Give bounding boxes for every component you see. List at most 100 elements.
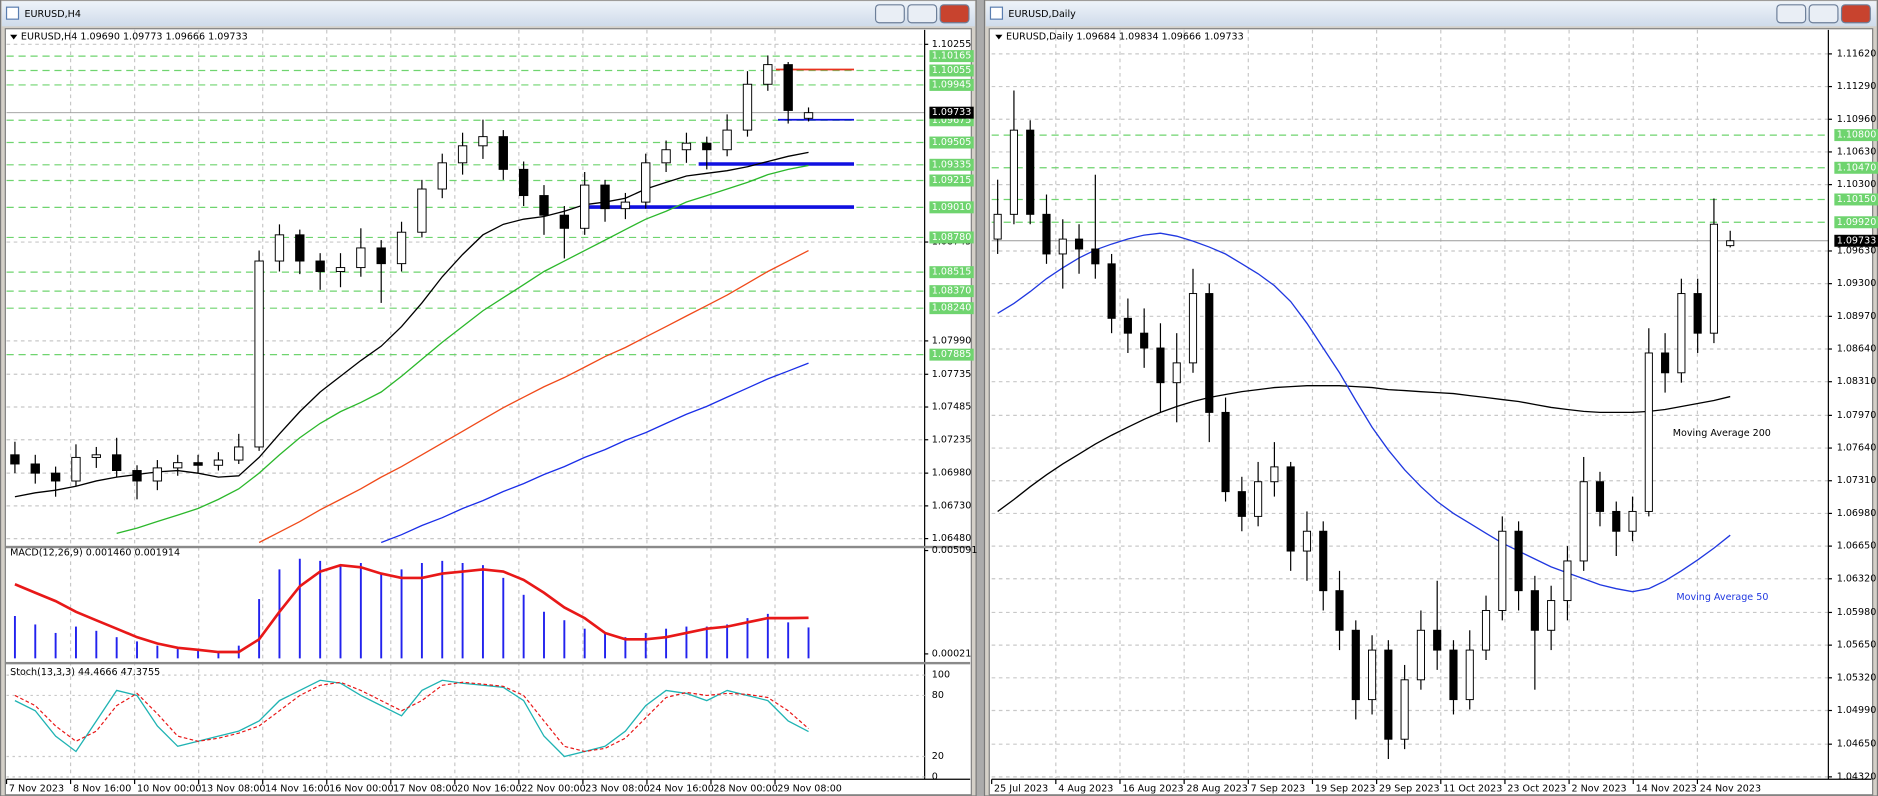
candle-body	[1074, 238, 1084, 250]
candle-body	[376, 247, 386, 265]
candle-body	[1123, 317, 1132, 334]
y-tick-label: 1.11620	[1837, 48, 1877, 59]
candle-body	[993, 213, 1002, 240]
candle-body	[254, 260, 264, 448]
candle-body	[1205, 293, 1214, 413]
window-title: EURUSD,Daily	[1008, 9, 1076, 20]
candle-body	[1465, 649, 1474, 701]
level-label-bg	[929, 348, 974, 361]
candle-body	[91, 454, 101, 458]
candle-body	[50, 472, 61, 482]
level-label-bg	[929, 285, 974, 298]
chart-header: EURUSD,H4 1.09690 1.09773 1.09666 1.0973…	[21, 32, 248, 43]
candle-body	[1254, 481, 1263, 517]
level-label: 1.08240	[932, 303, 972, 314]
candle-body	[1368, 649, 1377, 701]
candle-body	[1270, 466, 1279, 483]
minimize-button[interactable]	[1776, 4, 1807, 24]
candle-body	[742, 83, 753, 131]
candle-body	[1644, 352, 1653, 512]
x-tick-label: 25 Jul 2023	[994, 783, 1048, 794]
window-icon	[989, 6, 1004, 20]
level-label: 1.10470	[1837, 162, 1877, 173]
y-tick-label: 1.11290	[1837, 81, 1877, 92]
stoch-label: Stoch(13,3,3) 44.4666 47.3755	[10, 667, 160, 678]
level-label-bg	[929, 266, 974, 279]
macd-signal	[14, 563, 809, 654]
y-tick-label: 1.10630	[1837, 146, 1877, 157]
level-label-bg	[929, 136, 974, 149]
candle-body	[1449, 649, 1458, 701]
x-tick-label: 10 Nov 00:00	[137, 783, 201, 794]
candle-body	[722, 129, 732, 151]
y-tick-label: 0.00021	[932, 648, 972, 659]
candle-body	[132, 470, 142, 482]
close-button[interactable]	[1840, 4, 1871, 24]
y-tick-label: 1.07640	[1837, 443, 1877, 454]
candle-body	[1400, 679, 1409, 740]
candle-body	[681, 142, 692, 151]
x-tick-label: 17 Nov 08:00	[393, 783, 457, 794]
y-tick-label: 1.07485	[932, 402, 972, 413]
level-label-bg	[1834, 193, 1878, 206]
moving-average	[380, 362, 809, 544]
level-label-bg	[929, 174, 974, 187]
level-label: 1.08515	[932, 267, 972, 278]
current-price-bg	[929, 106, 974, 119]
candle-body	[295, 234, 305, 262]
restore-button[interactable]	[907, 4, 938, 24]
candle-body	[1009, 129, 1019, 215]
y-tick-label: 1.06480	[932, 533, 972, 544]
x-tick-label: 29 Nov 08:00	[777, 783, 841, 794]
candle-body	[1107, 263, 1116, 319]
candle-body	[1433, 629, 1442, 651]
level-label-bg	[929, 78, 974, 91]
x-tick-label: 4 Aug 2023	[1058, 783, 1113, 794]
stoch-main	[14, 679, 809, 758]
level-label: 1.08370	[932, 286, 972, 297]
chart-area	[988, 28, 1874, 796]
candle-body	[213, 459, 224, 466]
level-label-bg	[929, 302, 974, 315]
candle-body	[1140, 332, 1149, 349]
y-tick-label: 1.06650	[1837, 541, 1877, 552]
candle-body	[661, 149, 671, 164]
x-tick-label: 28 Aug 2023	[1187, 783, 1248, 794]
candle-body	[1579, 481, 1588, 562]
candle-body	[518, 168, 529, 197]
y-tick-label: 1.04990	[1837, 705, 1877, 716]
y-tick-label: 1.07310	[1837, 475, 1877, 486]
minimize-button[interactable]	[874, 4, 905, 24]
candle-body	[30, 463, 40, 474]
candle-body	[580, 184, 590, 229]
y-tick-label: 100	[932, 670, 950, 681]
y-tick-label: 1.05320	[1837, 672, 1877, 683]
current-price-bg	[1834, 234, 1878, 247]
level-label: 1.09505	[932, 137, 972, 148]
moving-average	[997, 232, 1731, 593]
candle-body	[1384, 649, 1393, 740]
candle-body	[1237, 491, 1246, 517]
close-button[interactable]	[939, 4, 970, 24]
candle-body	[457, 145, 468, 164]
moving-average	[258, 249, 809, 544]
y-tick-label: 0	[932, 771, 938, 782]
x-tick-label: 20 Nov 16:00	[457, 783, 521, 794]
current-price-label: 1.09733	[1837, 235, 1877, 246]
ma-annotation: Moving Average 200	[1673, 428, 1771, 439]
candle-body	[783, 64, 793, 111]
candle-body	[1726, 240, 1735, 247]
candle-body	[803, 112, 814, 119]
level-label: 1.08780	[932, 232, 972, 243]
level-label: 1.07885	[932, 349, 972, 360]
x-tick-label: 8 Nov 16:00	[73, 783, 131, 794]
y-tick-label: 1.05980	[1837, 607, 1877, 618]
restore-button[interactable]	[1808, 4, 1839, 24]
candle-body	[71, 456, 81, 482]
candle-body	[478, 136, 488, 147]
level-label: 1.09335	[932, 159, 972, 170]
candle-body	[1026, 129, 1035, 215]
x-tick-label: 11 Oct 2023	[1443, 783, 1502, 794]
